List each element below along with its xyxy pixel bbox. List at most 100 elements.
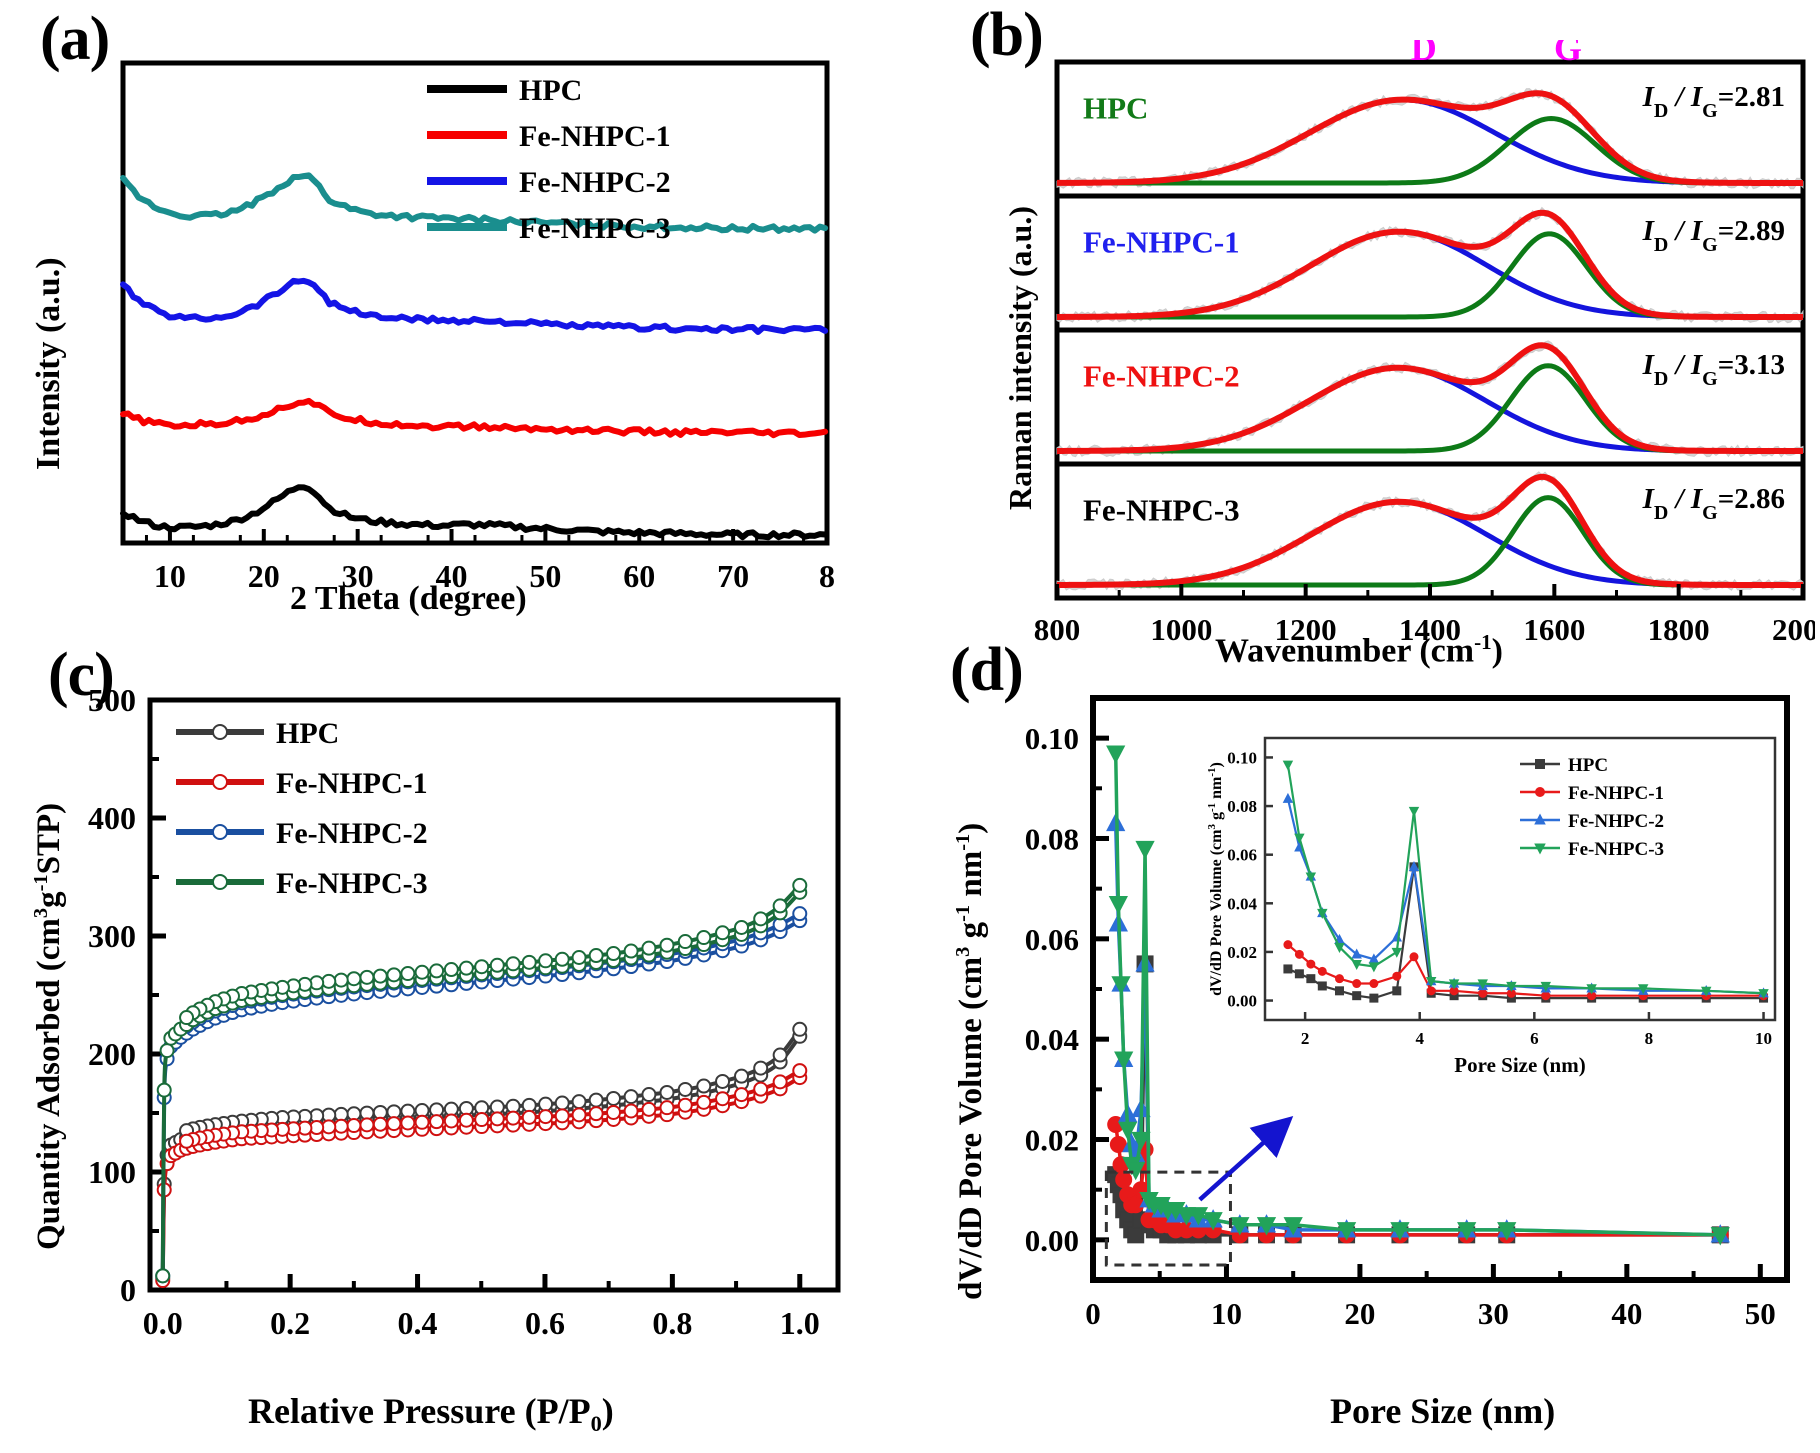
panel-b-total-fit: [1056, 90, 1803, 186]
data-marker: [1282, 760, 1294, 771]
data-marker: [346, 1118, 362, 1134]
panel-b-total-fit: [1057, 342, 1803, 454]
data-marker: [1408, 860, 1420, 871]
data-marker: [1317, 966, 1327, 976]
data-marker: [734, 919, 750, 935]
panel-c-series-group: [155, 877, 808, 1289]
data-marker: [372, 1116, 388, 1132]
panel-d-xtick-label: 30: [1478, 1296, 1509, 1331]
data-marker: [1188, 1207, 1209, 1226]
data-marker: [333, 1118, 349, 1134]
panel-d-xlabel: Pore Size (nm): [1330, 1391, 1556, 1431]
data-marker: [538, 1109, 554, 1125]
data-marker: [1477, 979, 1488, 990]
data-marker: [715, 1091, 731, 1107]
data-marker: [696, 1094, 712, 1110]
data-marker: [1391, 947, 1403, 958]
panel-a-curve-hpc: [120, 484, 829, 541]
data-marker: [1478, 988, 1488, 998]
panel-c-xtick-label: 0.0: [143, 1305, 183, 1341]
panel-d-ylabel-mid: g: [953, 921, 989, 947]
panel-c-legend-label: Fe-NHPC-1: [276, 767, 428, 800]
data-marker: [443, 962, 459, 978]
panel-b-xtick-label: 1200: [1275, 612, 1337, 647]
panel-c-ylabel-pre: Quantity Adsorbed (cm: [31, 918, 67, 1250]
panel-b-xtick-label: 1400: [1399, 612, 1461, 647]
data-marker: [1368, 962, 1380, 973]
data-marker: [212, 724, 228, 740]
panel-c-ylabel-post: STP): [31, 802, 67, 875]
data-marker: [659, 1084, 675, 1100]
data-marker: [659, 937, 675, 953]
data-marker: [792, 906, 808, 922]
panel-d-ylabel-mid2: nm: [953, 850, 989, 905]
data-marker: [1135, 840, 1155, 860]
data-marker: [1306, 959, 1316, 969]
panel-b-subplot-frame: [1054, 59, 1806, 199]
data-marker: [414, 1114, 430, 1130]
data-marker: [1317, 981, 1327, 991]
panel-d-ytick-label: 0.08: [1025, 821, 1079, 856]
data-marker: [346, 971, 362, 987]
data-marker: [1409, 952, 1419, 962]
panel-d-ylabel-post: ): [953, 822, 989, 834]
data-marker: [489, 1111, 505, 1127]
data-marker: [321, 973, 337, 989]
data-marker: [538, 953, 554, 969]
panel-c-legend-label: HPC: [276, 717, 339, 750]
panel-c-ytick-label: 500: [88, 682, 136, 718]
panel-d-ylabel: dV/dD Pore Volume (cm3 g-1 nm-1): [952, 823, 990, 1300]
data-marker: [1535, 759, 1545, 769]
panel-d-inset-ylabel: dV/dD Pore Volume (cm3 g-1 nm-1): [1206, 762, 1225, 996]
panel-d-inset-xlabel: Pore Size (nm): [1454, 1053, 1585, 1077]
data-marker: [734, 1087, 750, 1103]
data-marker: [1586, 984, 1597, 995]
panel-c-xtick-label: 0.8: [652, 1305, 692, 1341]
panel-a-legend-label: Fe-NHPC-1: [519, 120, 671, 153]
panel-c-ylabel-sup2: -1: [30, 874, 52, 892]
panel-b-idig-label: ID / IG=2.81: [1642, 81, 1785, 122]
data-marker: [489, 957, 505, 973]
panel-b-sample-label: Fe-NHPC-1: [1083, 224, 1240, 259]
data-marker: [321, 1119, 337, 1135]
data-marker: [677, 1097, 693, 1113]
panel-a-curve-fe-nhpc-3: [120, 172, 829, 234]
data-marker: [1448, 979, 1460, 990]
panel-d-ylabel-sup3: -1: [952, 833, 974, 851]
data-marker: [1457, 1222, 1477, 1241]
data-marker: [1336, 1222, 1357, 1241]
data-marker: [212, 874, 228, 890]
panel-d-inset-ytick-label: 0.04: [1227, 894, 1257, 913]
data-marker: [571, 1094, 587, 1110]
panel-b-xtick-label: 800: [1034, 612, 1081, 647]
data-marker: [1305, 872, 1317, 883]
panel-b-sample-label: HPC: [1083, 90, 1148, 125]
data-marker: [1115, 1171, 1133, 1189]
data-marker: [359, 1117, 375, 1133]
data-marker: [1426, 986, 1436, 996]
panel-b-idig-label: ID / IG=2.86: [1642, 483, 1785, 524]
data-marker: [1203, 1212, 1223, 1231]
data-marker: [1283, 964, 1293, 974]
panel-d-zoom-arrow: [1198, 1115, 1294, 1202]
data-marker: [606, 1090, 622, 1106]
data-marker: [386, 967, 402, 983]
panel-b-idig-label: ID / IG=3.13: [1642, 349, 1785, 390]
panel-c-ylabel-mid: g: [31, 891, 67, 908]
data-marker: [400, 966, 416, 982]
panel-a-plot: 10 20 30 40 50 60 70 8 HPC Fe-NHPC-1 Fe-NHPC-2 Fe-N…: [120, 60, 835, 594]
panel-d-inset-ytick-label: 0.08: [1227, 797, 1257, 816]
data-marker: [1392, 986, 1402, 996]
panel-a-legend-label: HPC: [519, 74, 582, 107]
data-marker: [1334, 974, 1344, 984]
panel-d-ylabel-sup2: -1: [952, 904, 974, 922]
data-marker: [1317, 908, 1328, 919]
panel-d-plot: 0.000.020.040.060.080.100 10 20 30 40 500.000…: [1025, 695, 1790, 1331]
panel-d-zoom-region: [1104, 1170, 1232, 1267]
panel-b-subplot-frame: [1054, 327, 1806, 467]
panel-c-xtick-label: 0.6: [525, 1305, 565, 1341]
panel-b-plot: HPC ID / IG=2.81 Fe-NHPC-1 ID / IG=2.89 Fe-N…: [1034, 40, 1815, 647]
data-marker: [1131, 1131, 1151, 1151]
data-marker: [1283, 940, 1293, 950]
panel-d-inset-xtick-label: 10: [1755, 1029, 1772, 1048]
